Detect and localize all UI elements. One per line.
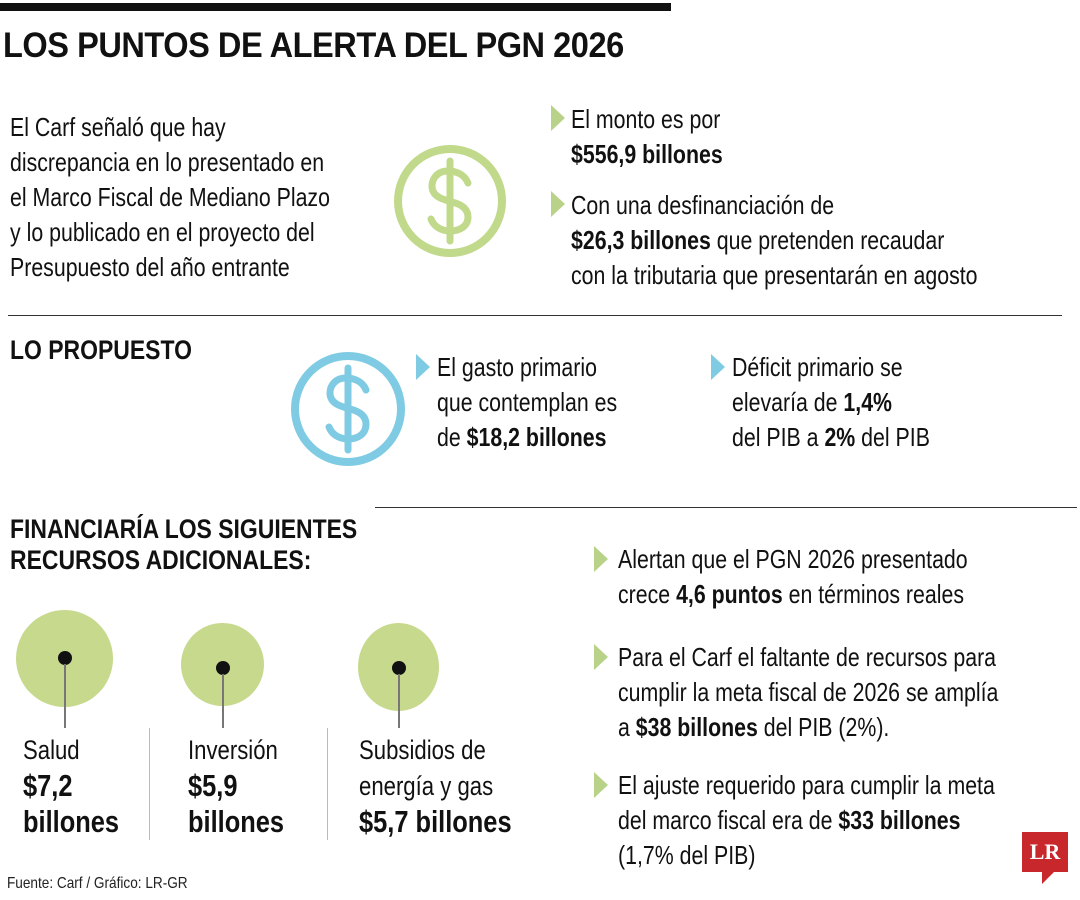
bullet-text: Con una desfinanciación de bbox=[571, 190, 835, 220]
bullet-text: elevaría de bbox=[732, 387, 844, 417]
lr-logo: LR bbox=[1022, 832, 1068, 872]
resource-label: Inversión bbox=[188, 735, 278, 765]
arrow-icon bbox=[594, 772, 608, 798]
heading-line: FINANCIARÍA LOS SIGUIENTES bbox=[10, 514, 358, 544]
bullet-text: cumplir la meta fiscal de 2026 se amplía bbox=[618, 677, 999, 707]
section-divider bbox=[8, 315, 1062, 316]
bullet-bold-value: $26,3 billones bbox=[571, 225, 711, 255]
resource-label: Salud bbox=[23, 735, 80, 765]
column-divider bbox=[327, 728, 328, 840]
bullet-text: Alertan que el PGN 2026 presentado bbox=[618, 544, 968, 574]
bullet-text: Déficit primario se bbox=[732, 352, 903, 382]
resource-stem bbox=[64, 664, 66, 728]
bullet-text: del PIB a bbox=[732, 422, 825, 452]
arrow-icon bbox=[594, 546, 608, 572]
lr-logo-tail bbox=[1042, 872, 1054, 884]
section-divider bbox=[375, 507, 1077, 508]
resource-stem bbox=[398, 674, 400, 728]
page-title: LOS PUNTOS DE ALERTA DEL PGN 2026 bbox=[3, 26, 624, 65]
dollar-circle-icon bbox=[289, 350, 407, 468]
intro-line: discrepancia en lo presentado en bbox=[10, 147, 325, 177]
intro-paragraph: El Carf señaló que hay discrepancia en l… bbox=[10, 110, 330, 285]
resource-item-salud: Salud $7,2 billones bbox=[23, 732, 119, 840]
resource-value: billones bbox=[188, 804, 285, 839]
resource-dot bbox=[58, 651, 72, 665]
bullet-text: con la tributaria que presentarán en ago… bbox=[571, 260, 978, 290]
resource-dot bbox=[216, 661, 230, 675]
bullet-text: que pretenden recaudar bbox=[710, 225, 945, 255]
bullet-bold-value: $556,9 billones bbox=[571, 139, 723, 169]
bullet-bold-value: $18,2 billones bbox=[466, 422, 607, 452]
heading-line: RECURSOS ADICIONALES: bbox=[10, 545, 312, 575]
arrow-icon bbox=[416, 354, 430, 380]
bullet-bold-value: $38 billones bbox=[635, 712, 758, 742]
intro-line: El Carf señaló que hay bbox=[10, 112, 226, 142]
bullet-text: crece bbox=[618, 579, 677, 609]
source-credit: Fuente: Carf / Gráfico: LR-GR bbox=[7, 875, 188, 892]
bullet-text: que contemplan es bbox=[437, 387, 618, 417]
bullet-text: a bbox=[618, 712, 636, 742]
resource-item-subsidios: Subsidios de energía y gas $5,7 billones bbox=[359, 732, 512, 840]
dollar-circle-icon bbox=[392, 143, 508, 259]
bullet-text: de bbox=[437, 422, 467, 452]
resource-value: $7,2 bbox=[23, 768, 73, 803]
bullet-text: del PIB (2%). bbox=[757, 712, 890, 742]
bullet-text: El ajuste requerido para cumplir la meta bbox=[618, 770, 995, 800]
bullet-bold-value: 2% bbox=[824, 422, 856, 452]
intro-line: y lo publicado en el proyecto del bbox=[10, 217, 315, 247]
bullet-bold-value: 4,6 puntos bbox=[676, 579, 783, 609]
resource-stem bbox=[222, 674, 224, 728]
bullet-text: El monto es por bbox=[571, 104, 721, 134]
arrow-icon bbox=[551, 191, 565, 217]
arrow-icon bbox=[551, 105, 565, 131]
resource-value: $5,7 billones bbox=[359, 804, 512, 839]
bullet-text: Para el Carf el faltante de recursos par… bbox=[618, 642, 997, 672]
bullet-bold-value: 1,4% bbox=[843, 387, 893, 417]
intro-line: el Marco Fiscal de Mediano Plazo bbox=[10, 182, 330, 212]
resource-value: $5,9 bbox=[188, 768, 238, 803]
resource-item-inversion: Inversión $5,9 billones bbox=[188, 732, 284, 840]
arrow-icon bbox=[594, 644, 608, 670]
resource-label: energía y gas bbox=[359, 771, 494, 801]
intro-line: Presupuesto del año entrante bbox=[10, 252, 290, 282]
bullet-text: en términos reales bbox=[782, 579, 964, 609]
section-heading-propuesto: LO PROPUESTO bbox=[10, 335, 192, 365]
top-rule bbox=[0, 3, 671, 11]
resource-label: Subsidios de bbox=[359, 735, 486, 765]
column-divider bbox=[149, 728, 150, 840]
resource-dot bbox=[392, 661, 406, 675]
bullet-text: El gasto primario bbox=[437, 352, 597, 382]
bullet-text: del PIB bbox=[855, 422, 930, 452]
section-heading-recursos: FINANCIARÍA LOS SIGUIENTES RECURSOS ADIC… bbox=[10, 514, 357, 576]
bullet-text: del marco fiscal era de bbox=[618, 805, 839, 835]
resource-value: billones bbox=[23, 804, 120, 839]
bullet-bold-value: $33 billones bbox=[838, 805, 961, 835]
bullet-text: (1,7% del PIB) bbox=[618, 840, 756, 870]
arrow-icon bbox=[711, 354, 725, 380]
